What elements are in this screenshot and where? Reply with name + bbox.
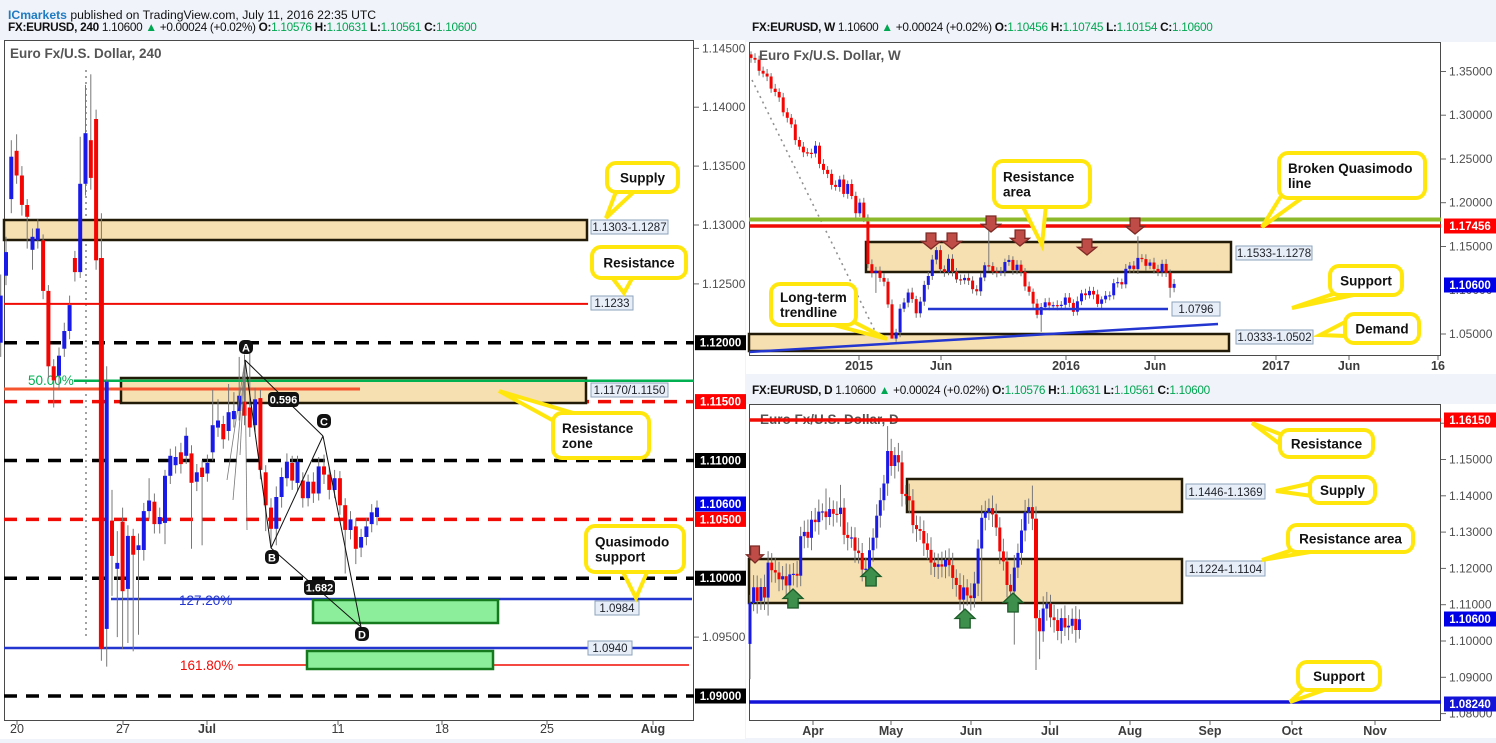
svg-text:2015: 2015: [845, 359, 873, 373]
svg-text:20: 20: [10, 722, 24, 736]
svg-text:Resistance: Resistance: [1291, 436, 1363, 451]
svg-text:1.1224-1.1104: 1.1224-1.1104: [1189, 564, 1263, 576]
svg-text:1.0333-1.0502: 1.0333-1.0502: [1237, 332, 1311, 344]
svg-text:1.1446-1.1369: 1.1446-1.1369: [1188, 487, 1262, 499]
svg-text:A: A: [242, 343, 250, 355]
svg-text:1.1533-1.1278: 1.1533-1.1278: [1237, 248, 1311, 260]
svg-text:25: 25: [540, 722, 554, 736]
svg-text:1.15000: 1.15000: [1449, 240, 1493, 254]
svg-text:2016: 2016: [1052, 359, 1080, 373]
svg-text:May: May: [879, 724, 903, 738]
svg-text:50.00%: 50.00%: [28, 373, 74, 388]
svg-text:1.10600: 1.10600: [1449, 280, 1491, 292]
svg-text:1.13500: 1.13500: [702, 159, 746, 173]
svg-text:1.10000: 1.10000: [1449, 634, 1493, 648]
svg-text:127.20%: 127.20%: [179, 593, 232, 608]
svg-text:2017: 2017: [1262, 359, 1290, 373]
svg-text:1.16150: 1.16150: [1449, 415, 1491, 427]
svg-text:Apr: Apr: [802, 724, 824, 738]
svg-text:Jul: Jul: [1041, 724, 1059, 738]
svg-text:1.11500: 1.11500: [700, 397, 741, 409]
svg-text:1.12000: 1.12000: [1449, 561, 1493, 575]
svg-text:1.14500: 1.14500: [702, 41, 746, 55]
svg-text:Euro Fx/U.S. Dollar, 240: Euro Fx/U.S. Dollar, 240: [10, 46, 162, 61]
svg-text:1.25000: 1.25000: [1449, 152, 1493, 166]
svg-text:Jun: Jun: [930, 359, 952, 373]
svg-text:1.17456: 1.17456: [1449, 221, 1491, 233]
svg-text:1.35000: 1.35000: [1449, 65, 1493, 79]
svg-text:1.11000: 1.11000: [700, 456, 741, 468]
svg-text:1.1170/1.1150: 1.1170/1.1150: [594, 385, 666, 397]
svg-text:1.20000: 1.20000: [1449, 196, 1493, 210]
svg-text:1.10600: 1.10600: [700, 499, 742, 511]
svg-text:1.1233: 1.1233: [594, 298, 629, 310]
svg-text:C: C: [320, 417, 328, 429]
svg-text:1.12500: 1.12500: [702, 277, 746, 291]
svg-text:FX:EURUSD, D 1.10600 ▲ +0.0002: FX:EURUSD, D 1.10600 ▲ +0.00024 (+0.02%)…: [752, 383, 1211, 397]
svg-text:1.10500: 1.10500: [700, 514, 742, 526]
svg-text:Supply: Supply: [620, 170, 665, 185]
svg-text:B: B: [268, 553, 276, 565]
svg-text:Oct: Oct: [1282, 724, 1304, 738]
svg-text:161.80%: 161.80%: [180, 658, 233, 673]
svg-text:11: 11: [332, 722, 345, 736]
svg-text:FX:EURUSD, W 1.10600 ▲ +0.0002: FX:EURUSD, W 1.10600 ▲ +0.00024 (+0.02%)…: [752, 20, 1213, 34]
svg-text:1.11000: 1.11000: [1449, 598, 1492, 612]
svg-text:1.10000: 1.10000: [700, 573, 742, 585]
svg-text:Resistance area: Resistance area: [1299, 531, 1402, 546]
svg-text:Support: Support: [1340, 273, 1392, 288]
svg-text:1.682: 1.682: [306, 583, 334, 595]
svg-text:1.09000: 1.09000: [1449, 670, 1493, 684]
svg-text:1.08240: 1.08240: [1449, 699, 1491, 711]
svg-text:D: D: [358, 630, 366, 642]
svg-text:1.0796: 1.0796: [1178, 304, 1213, 316]
svg-text:Jul: Jul: [198, 722, 216, 736]
svg-text:Resistance: Resistance: [603, 255, 675, 270]
svg-text:1.13000: 1.13000: [702, 218, 746, 232]
svg-text:0.596: 0.596: [270, 395, 298, 407]
svg-text:zone: zone: [562, 436, 593, 451]
svg-text:Demand: Demand: [1355, 321, 1408, 336]
svg-text:1.09000: 1.09000: [700, 691, 742, 703]
svg-text:Quasimodo: Quasimodo: [595, 534, 669, 549]
svg-text:27: 27: [116, 722, 130, 736]
svg-text:Aug: Aug: [641, 722, 665, 736]
svg-text:1.0940: 1.0940: [592, 643, 627, 655]
svg-text:Sep: Sep: [1199, 724, 1222, 738]
svg-text:Resistance: Resistance: [1003, 169, 1075, 184]
svg-text:1.0984: 1.0984: [599, 603, 635, 615]
svg-text:1.1303-1.1287: 1.1303-1.1287: [592, 222, 666, 234]
svg-text:1.30000: 1.30000: [1449, 108, 1493, 122]
svg-text:FX:EURUSD, 240 1.10600 ▲ +0.00: FX:EURUSD, 240 1.10600 ▲ +0.00024 (+0.02…: [8, 20, 477, 34]
svg-text:Euro Fx/U.S. Dollar, W: Euro Fx/U.S. Dollar, W: [759, 48, 901, 63]
svg-text:Long-term: Long-term: [780, 290, 847, 305]
svg-text:line: line: [1288, 176, 1312, 191]
svg-text:Support: Support: [1313, 669, 1365, 684]
svg-text:Jun: Jun: [960, 724, 982, 738]
svg-text:16: 16: [1431, 359, 1445, 373]
svg-text:1.13000: 1.13000: [1449, 525, 1493, 539]
svg-text:ICmarkets published on Trading: ICmarkets published on TradingView.com, …: [8, 8, 376, 22]
svg-text:1.12000: 1.12000: [700, 338, 742, 350]
svg-text:18: 18: [435, 722, 449, 736]
svg-text:Jun: Jun: [1338, 359, 1360, 373]
svg-text:1.15000: 1.15000: [1449, 453, 1493, 467]
svg-text:1.14000: 1.14000: [1449, 489, 1493, 503]
svg-text:1.10600: 1.10600: [1449, 614, 1491, 626]
svg-text:Supply: Supply: [1320, 483, 1365, 498]
svg-text:trendline: trendline: [780, 305, 837, 320]
svg-text:1.05000: 1.05000: [1449, 327, 1493, 341]
svg-text:1.14000: 1.14000: [702, 100, 746, 114]
svg-text:Aug: Aug: [1118, 724, 1142, 738]
svg-text:Resistance: Resistance: [562, 421, 634, 436]
svg-text:1.09500: 1.09500: [702, 630, 746, 644]
svg-text:support: support: [595, 549, 646, 564]
svg-text:Jun: Jun: [1144, 359, 1166, 373]
svg-text:Broken Quasimodo: Broken Quasimodo: [1288, 161, 1413, 176]
svg-text:area: area: [1003, 184, 1031, 199]
svg-text:Nov: Nov: [1363, 724, 1387, 738]
